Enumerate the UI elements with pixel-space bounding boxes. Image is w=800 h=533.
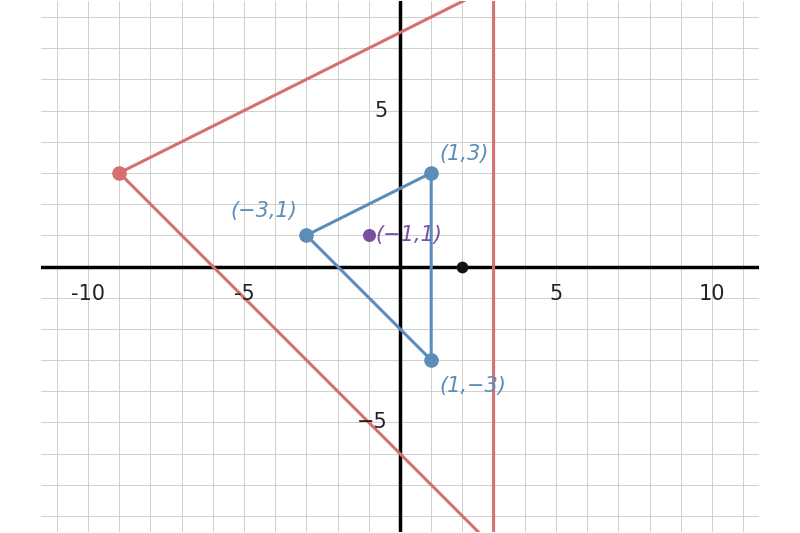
Text: -5: -5 bbox=[234, 284, 254, 304]
Text: (−3,1): (−3,1) bbox=[230, 201, 297, 221]
Point bbox=[362, 231, 375, 239]
Point bbox=[113, 168, 126, 177]
Text: 10: 10 bbox=[698, 284, 725, 304]
Text: -10: -10 bbox=[71, 284, 105, 304]
Text: (1,−3): (1,−3) bbox=[439, 376, 506, 395]
Text: 5: 5 bbox=[550, 284, 562, 304]
Point bbox=[300, 231, 313, 239]
Text: 5: 5 bbox=[374, 101, 387, 120]
Text: −5: −5 bbox=[357, 413, 387, 432]
Point bbox=[425, 356, 438, 365]
Text: (1,3): (1,3) bbox=[439, 143, 488, 164]
Text: (−1,1): (−1,1) bbox=[375, 225, 442, 245]
Point bbox=[456, 262, 469, 271]
Point bbox=[425, 168, 438, 177]
